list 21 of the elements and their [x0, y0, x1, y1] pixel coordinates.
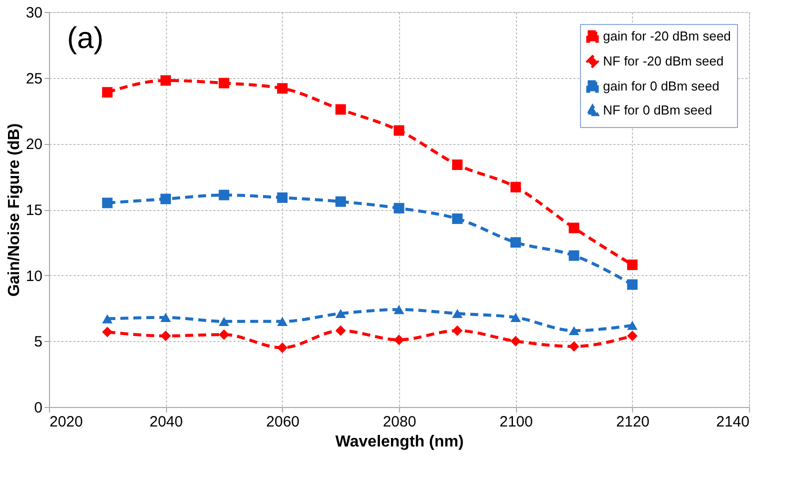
x-tick-label: 2080 — [382, 414, 416, 430]
x-tick-label: 2120 — [616, 414, 650, 430]
y-tick-label: 30 — [26, 4, 42, 22]
legend-label: gain for 0 dBm seed — [603, 78, 720, 94]
x-tick-label: 2040 — [149, 414, 183, 430]
legend-label: gain for -20 dBm seed — [603, 28, 731, 44]
x-tick-label: 2100 — [499, 414, 533, 430]
y-tick-label: 0 — [34, 400, 42, 416]
x-axis-title: Wavelength (nm) — [335, 434, 464, 450]
annotation: (a) — [67, 22, 104, 55]
x-tick-label: 2060 — [266, 414, 300, 430]
legend-label: NF for 0 dBm seed — [603, 102, 712, 118]
x-tick-label: 2020 — [50, 414, 83, 430]
y-tick-label: 25 — [26, 70, 42, 88]
legend-label: NF for -20 dBm seed — [603, 54, 724, 68]
x-tick-label: 2140 — [716, 414, 750, 430]
y-tick-label: 15 — [26, 202, 42, 219]
y-tick-label: 20 — [26, 136, 42, 154]
y-tick-label: 10 — [26, 268, 42, 285]
y-axis-title: Gain/Noise Figure (dB) — [6, 123, 23, 297]
y-tick-label: 5 — [34, 334, 42, 351]
